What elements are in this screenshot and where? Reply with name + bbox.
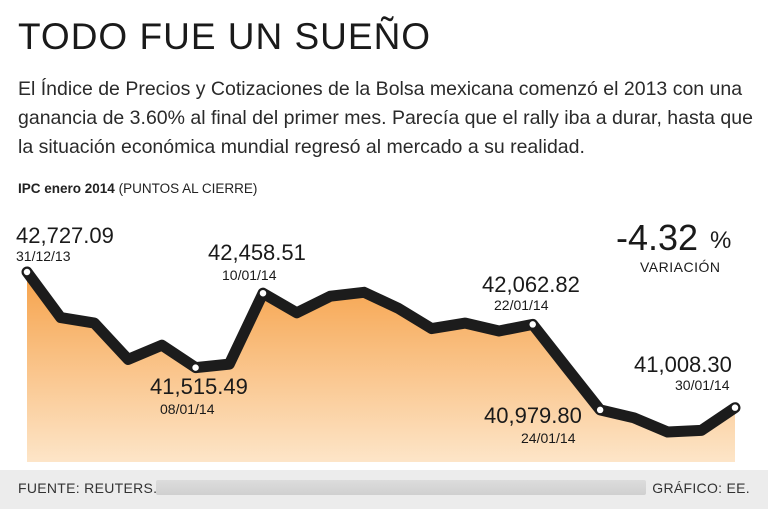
annotation-date: 30/01/14 [675,377,730,393]
intro-paragraph: El Índice de Precios y Cotizaciones de l… [18,78,753,158]
annotation-date: 10/01/14 [222,267,277,283]
annotation-low-2401: 40,979.80 24/01/14 [484,403,582,446]
annotation-end: 41,008.30 30/01/14 [634,352,732,393]
ipc-area-chart: 42,727.09 31/12/13 41,515.49 08/01/14 42… [16,217,741,462]
series-line [21,266,741,438]
annotation-date: 31/12/13 [16,248,71,264]
chart-caption-unit: (PUNTOS AL CIERRE) [118,181,258,196]
annotation-date: 08/01/14 [160,401,215,417]
marker-08-01-14 [190,362,201,373]
variation-unit: % [710,227,731,254]
annotation-2201: 42,062.82 22/01/14 [482,272,580,313]
annotation-value: 42,062.82 [482,272,580,297]
annotation-value: 41,008.30 [634,352,732,377]
annotation-value: 42,727.09 [16,223,114,248]
annotation-date: 22/01/14 [494,297,549,313]
chart-caption: IPC enero 2014 (PUNTOS AL CIERRE) [18,181,257,196]
variation-block: -4.32 % VARIACIÓN [616,217,731,275]
annotation-value: 41,515.49 [150,374,248,399]
marker-10-01-14 [258,288,268,298]
footer-credit: GRÁFICO: EE. [652,480,750,496]
markers [22,267,740,415]
footer-divider-bar [156,480,646,495]
marker-31-12-13 [22,267,32,277]
variation-value: -4.32 [616,217,698,258]
annotation-start: 42,727.09 31/12/13 [16,223,114,264]
annotation-value: 40,979.80 [484,403,582,428]
annotation-high-1001: 42,458.51 10/01/14 [208,240,306,283]
annotation-value: 42,458.51 [208,240,306,265]
annotation-date: 24/01/14 [521,430,576,446]
marker-22-01-14 [527,319,538,330]
variation-label: VARIACIÓN [640,259,720,275]
chart-caption-title: IPC enero 2014 [18,181,115,196]
marker-30-01-14 [730,402,740,413]
annotation-low-0801: 41,515.49 08/01/14 [150,374,248,417]
headline: TODO FUE UN SUEÑO [18,16,432,57]
footer-source: FUENTE: REUTERS. [18,480,158,496]
marker-24-01-14 [595,405,605,415]
area-fill [27,272,735,462]
